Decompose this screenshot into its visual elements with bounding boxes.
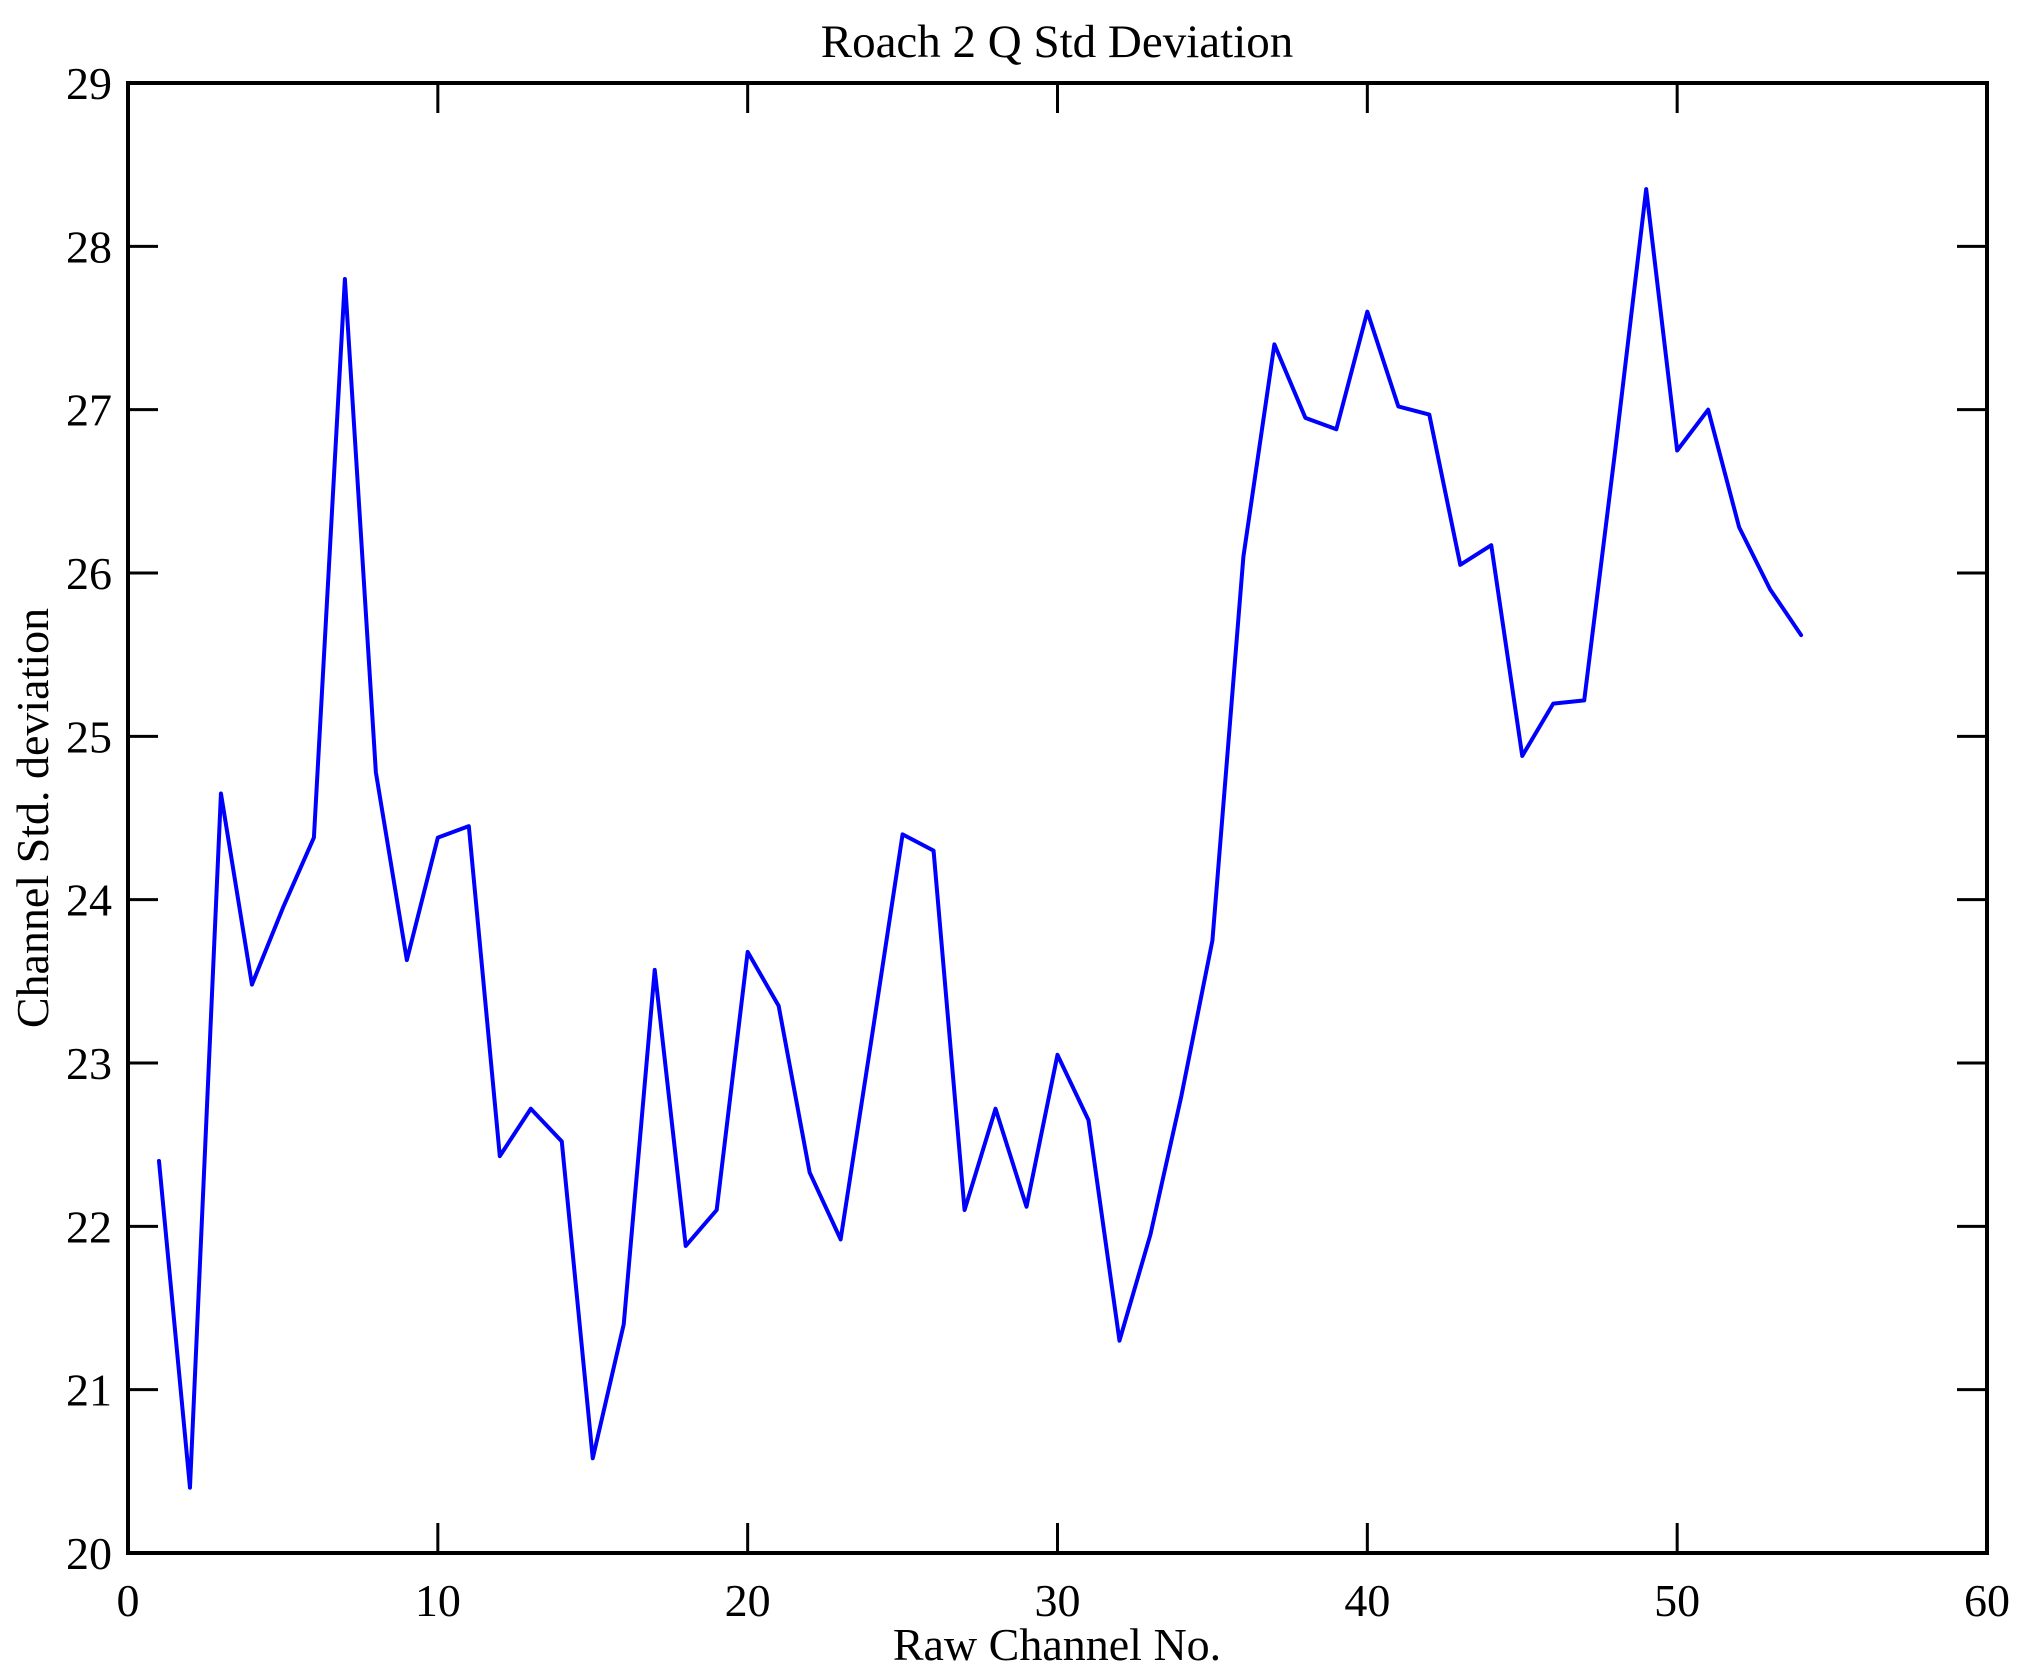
x-tick-label: 60 bbox=[1964, 1575, 2010, 1626]
y-tick-label: 29 bbox=[66, 58, 112, 109]
y-tick-label: 23 bbox=[66, 1038, 112, 1089]
y-tick-label: 26 bbox=[66, 548, 112, 599]
x-tick-label: 20 bbox=[725, 1575, 771, 1626]
data-line bbox=[156, 187, 1804, 1490]
y-tick-label: 28 bbox=[66, 221, 112, 272]
x-tick-label: 50 bbox=[1654, 1575, 1700, 1626]
plot-area: 0 10 20 30 40 50 60 20 21 22 23 24 25 26 27 28 29 bbox=[66, 58, 2010, 1626]
x-axis-label: Raw Channel No. bbox=[893, 1619, 1221, 1670]
x-tick-label: 0 bbox=[117, 1575, 140, 1626]
y-tick-label: 22 bbox=[66, 1201, 112, 1252]
y-tick-label: 27 bbox=[66, 385, 112, 436]
axes-box bbox=[126, 81, 1989, 1555]
y-tick-label: 25 bbox=[66, 711, 112, 762]
y-tick-label: 21 bbox=[66, 1365, 112, 1416]
y-tick-label: 20 bbox=[66, 1528, 112, 1579]
x-tick-label: 10 bbox=[415, 1575, 461, 1626]
x-tick-label: 40 bbox=[1344, 1575, 1390, 1626]
y-tick-label: 24 bbox=[66, 875, 112, 926]
y-axis-label: Channel Std. deviation bbox=[7, 608, 58, 1028]
chart-title: Roach 2 Q Std Deviation bbox=[821, 16, 1294, 68]
x-tick-label: 30 bbox=[1035, 1575, 1081, 1626]
